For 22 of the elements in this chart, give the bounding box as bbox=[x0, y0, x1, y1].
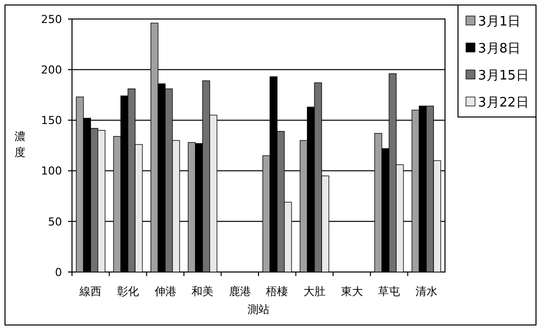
x-tick-label: 清水 bbox=[415, 285, 438, 298]
legend-label: 3月22日 bbox=[478, 96, 529, 111]
x-tick-label: 草屯 bbox=[378, 285, 400, 298]
y-axis-title: 濃度 bbox=[14, 130, 26, 159]
y-tick-label: 0 bbox=[55, 266, 62, 279]
legend-label: 3月1日 bbox=[478, 14, 521, 30]
legend-label: 3月8日 bbox=[478, 42, 521, 57]
x-tick-label: 彰化 bbox=[116, 285, 139, 298]
legend-label: 3月15日 bbox=[478, 68, 529, 84]
x-tick-label: 鹿港 bbox=[228, 285, 251, 298]
x-tick-label: 大肚 bbox=[303, 285, 326, 298]
y-tick-label: 100 bbox=[41, 164, 62, 178]
y-tick-label: 150 bbox=[41, 114, 62, 128]
x-tick-label: 和美 bbox=[192, 285, 214, 298]
y-tick-label: 250 bbox=[41, 12, 62, 26]
y-tick-label: 50 bbox=[48, 215, 62, 228]
x-tick-label: 梧棲 bbox=[265, 285, 288, 298]
y-tick-label: 200 bbox=[41, 63, 62, 76]
x-tick-label: 線西 bbox=[78, 285, 102, 298]
x-tick-label: 東大 bbox=[340, 285, 363, 298]
x-tick-label: 伸港 bbox=[154, 285, 176, 298]
x-axis-title: 測站 bbox=[248, 303, 270, 316]
